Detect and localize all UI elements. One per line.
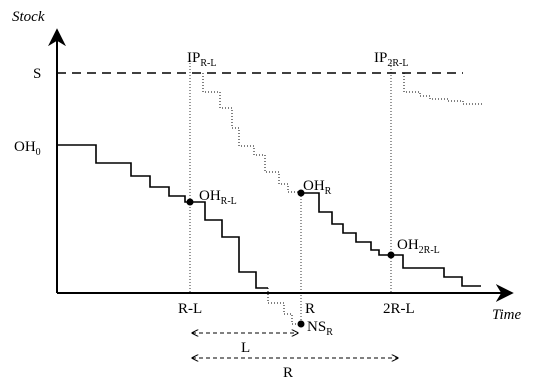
stockout-segment xyxy=(267,288,301,325)
inventory-position-2rl-line xyxy=(403,73,483,105)
ns-r-dot xyxy=(297,320,305,328)
span-l-label: L xyxy=(241,340,250,356)
oh-rl-label: OHR-L xyxy=(199,188,237,207)
oh-2rl-label: OH2R-L xyxy=(397,237,440,256)
inventory-position-rl-line xyxy=(202,73,298,193)
on-hand-after-r-line xyxy=(301,192,481,287)
tick-rl-label: R-L xyxy=(178,301,202,317)
oh-2rl-dot xyxy=(387,251,395,259)
ip-rl-label: IPR-L xyxy=(187,50,216,69)
tick-2rl-label: 2R-L xyxy=(383,301,415,317)
ns-r-label: NSR xyxy=(307,319,333,338)
span-r-label: R xyxy=(283,365,293,381)
oh0-label: OH0 xyxy=(14,139,41,158)
oh-r-dot xyxy=(297,189,305,197)
s-label: S xyxy=(33,66,41,82)
tick-r-label: R xyxy=(305,301,315,317)
oh-r-label: OHR xyxy=(303,178,332,197)
oh-rl-dot xyxy=(186,198,194,206)
ip-2rl-label: IP2R-L xyxy=(374,50,408,69)
y-axis-label: Stock xyxy=(12,9,45,25)
on-hand-stock-line xyxy=(57,144,268,289)
x-axis-label: Time xyxy=(492,307,522,323)
